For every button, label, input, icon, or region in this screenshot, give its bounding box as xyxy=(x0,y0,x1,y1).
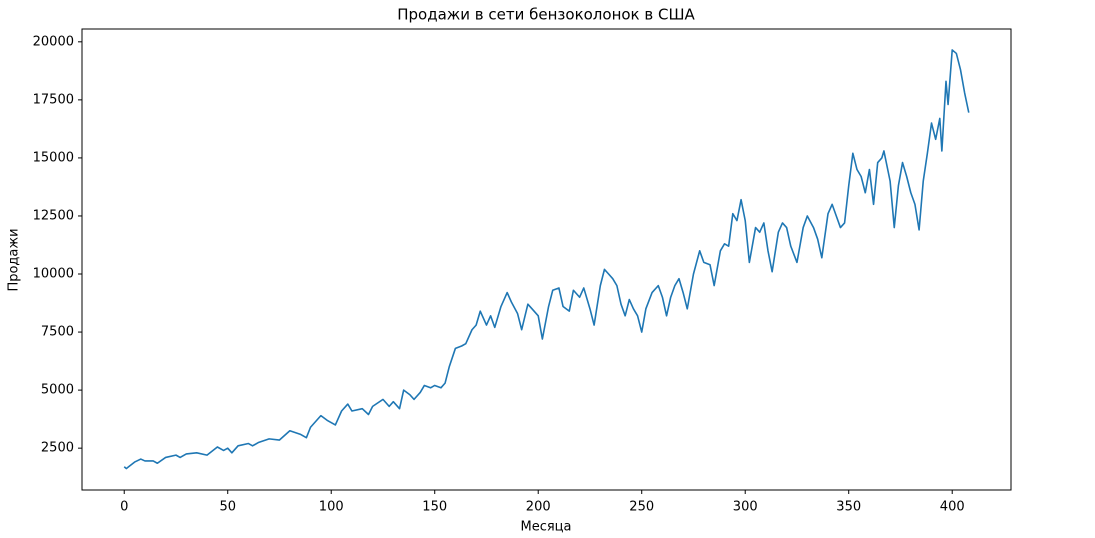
plot-frame xyxy=(81,28,1012,491)
y-tick-label: 2500 xyxy=(41,441,74,456)
x-tick-label: 150 xyxy=(422,500,447,515)
x-tick-label: 350 xyxy=(836,500,861,515)
y-axis-label: Продажи xyxy=(7,228,22,291)
y-tick-label: 7500 xyxy=(41,325,74,340)
x-axis-label: Месяца xyxy=(521,520,572,535)
x-tick-label: 100 xyxy=(319,500,344,515)
chart-title: Продажи в сети бензоколонок в США xyxy=(397,6,695,24)
x-tick-label: 50 xyxy=(219,500,236,515)
x-tick-label: 0 xyxy=(120,500,128,515)
x-tick-label: 250 xyxy=(629,500,654,515)
y-tick-label: 5000 xyxy=(41,383,74,398)
y-tick-label: 20000 xyxy=(33,34,74,49)
x-tick-label: 300 xyxy=(733,500,758,515)
x-tick-label: 400 xyxy=(940,500,965,515)
y-tick-label: 15000 xyxy=(33,150,74,165)
line-series xyxy=(123,49,970,470)
y-tick-label: 17500 xyxy=(33,92,74,107)
y-tick-label: 12500 xyxy=(33,208,74,223)
y-tick-label: 10000 xyxy=(33,267,74,282)
x-tick-label: 200 xyxy=(526,500,551,515)
